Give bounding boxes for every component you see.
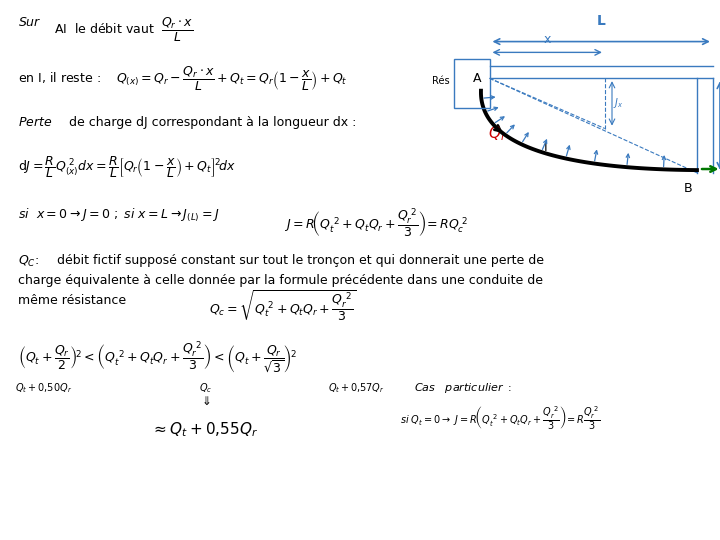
Text: L: L [597, 14, 606, 28]
Text: $Q_t+0{,}50Q_r$: $Q_t+0{,}50Q_r$ [14, 381, 72, 395]
Text: $\mathrm{d}J = \dfrac{R}{L}Q_{(x)}^{\ 2}dx = \dfrac{R}{L}\left[Q_r\left(1-\dfrac: $\mathrm{d}J = \dfrac{R}{L}Q_{(x)}^{\ 2}… [18, 154, 236, 180]
Text: Rés: Rés [433, 76, 450, 86]
Text: $\left(Q_t+\dfrac{Q_r}{2}\right)^{\!2} < \left(Q_t^{\ 2}+Q_t Q_r+\dfrac{Q_r^{\ 2: $\left(Q_t+\dfrac{Q_r}{2}\right)^{\!2} <… [18, 339, 297, 375]
Text: x: x [544, 33, 551, 46]
Text: $\mathit{Sur}$: $\mathit{Sur}$ [18, 16, 42, 29]
Text: en I, il reste :    $Q_{(x)} = Q_r - \dfrac{Q_r \cdot x}{L} + Q_t = Q_r\left(1-\: en I, il reste : $Q_{(x)} = Q_r - \dfrac… [18, 65, 348, 93]
Text: $Q_t+0{,}57Q_r$: $Q_t+0{,}57Q_r$ [328, 381, 384, 395]
Text: même résistance: même résistance [18, 294, 126, 307]
Text: $si\ Q_t=0\rightarrow\ J=R\!\left(Q_t^{\ 2}+Q_t Q_r+\dfrac{Q_r^{\ 2}}{3}\right)\: $si\ Q_t=0\rightarrow\ J=R\!\left(Q_t^{\… [400, 404, 600, 432]
Text: $Q_c$: $Q_c$ [199, 381, 212, 395]
Text: $Q_c = \sqrt{Q_t^{\ 2}+Q_t Q_r+\dfrac{Q_r^{\ 2}}{3}}$: $Q_c = \sqrt{Q_t^{\ 2}+Q_t Q_r+\dfrac{Q_… [209, 289, 356, 323]
Text: $\mathit{Perte}$: $\mathit{Perte}$ [18, 116, 53, 129]
Text: charge équivalente à celle donnée par la formule précédente dans une conduite de: charge équivalente à celle donnée par la… [18, 274, 543, 287]
Text: A: A [473, 72, 482, 85]
Text: $\mathit{Cas}$   $\mathit{particulier}\ :$: $\mathit{Cas}$ $\mathit{particulier}\ :$ [414, 381, 512, 395]
Text: AI  le débit vaut  $\dfrac{Q_r \cdot x}{L}$: AI le débit vaut $\dfrac{Q_r \cdot x}{L}… [54, 16, 193, 44]
Text: $J = R\!\left(Q_t^{\ 2}+Q_t Q_r+\dfrac{Q_r^{\ 2}}{3}\right)\!=RQ_c^{\ 2}$: $J = R\!\left(Q_t^{\ 2}+Q_t Q_r+\dfrac{Q… [284, 207, 469, 240]
Text: $si\ \ x = 0 \rightarrow J = 0\ ;\ si\ x = L \rightarrow J_{(L)} = J$: $si\ \ x = 0 \rightarrow J = 0\ ;\ si\ x… [18, 207, 220, 224]
Text: de charge dJ correspondant à la longueur dx :: de charge dJ correspondant à la longueur… [65, 116, 356, 129]
Text: $\Downarrow$: $\Downarrow$ [199, 395, 211, 408]
Text: $J_x$: $J_x$ [613, 97, 624, 110]
Text: I: I [544, 141, 547, 154]
Text: $Q_r$: $Q_r$ [488, 124, 507, 143]
Text: $Q_C$:: $Q_C$: [18, 254, 39, 269]
Text: B: B [684, 182, 693, 195]
Text: $\approx Q_t+0{,}55Q_r$: $\approx Q_t+0{,}55Q_r$ [151, 420, 258, 439]
Text: débit fictif supposé constant sur tout le tronçon et qui donnerait une perte de: débit fictif supposé constant sur tout l… [53, 254, 544, 267]
